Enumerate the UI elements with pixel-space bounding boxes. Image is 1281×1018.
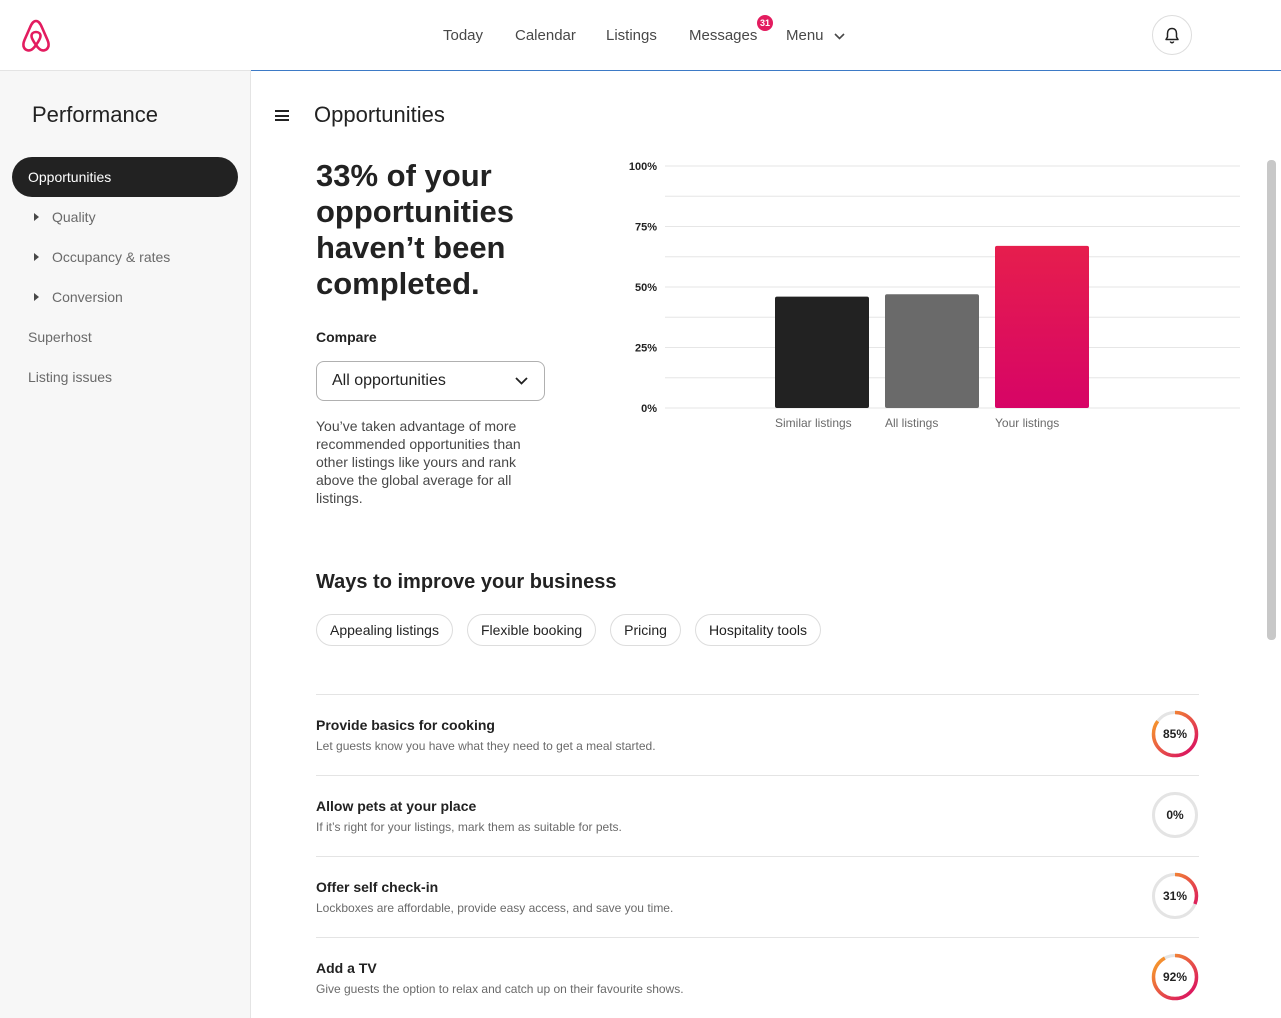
opportunity-subtitle: Lockboxes are affordable, provide easy a… [316,901,674,915]
hamburger-menu-icon[interactable] [275,110,289,121]
progress-ring-fill [1151,872,1199,920]
chip-appealing-listings[interactable]: Appealing listings [316,614,453,646]
bell-icon [1165,27,1179,44]
nav-today[interactable]: Today [443,27,484,44]
progress-percent: 85% [1162,727,1188,741]
y-tick-label: 25% [635,343,657,355]
sidebar-item-listing-issues[interactable]: Listing issues [28,369,113,385]
section-title: Ways to improve your business [316,571,617,593]
nav-calendar[interactable]: Calendar [515,27,576,44]
x-tick-label: All listings [885,416,938,430]
progress-percent: 0% [1166,808,1184,822]
content-top-border [251,70,1281,71]
nav-listings[interactable]: Listings [606,27,657,44]
compare-select-value: All opportunities [332,372,446,389]
bar-similar-listings [775,296,869,408]
chart-svg: 0% 25% 50% 75% 100% Similar listings All listi… [629,161,1240,430]
nav-menu[interactable]: Menu [786,27,845,44]
nav-messages[interactable]: Messages [689,27,758,44]
x-tick-label: Similar listings [775,416,852,430]
progress-ring [1152,792,1198,838]
chevron-down-icon [834,32,845,40]
progress-ring [1151,872,1199,920]
list-item[interactable]: Offer self check-in Lockboxes are afford… [316,856,1199,937]
caret-right-icon [34,293,39,301]
opportunity-subtitle: If it’s right for your listings, mark th… [316,820,622,834]
y-tick-label: 50% [635,282,657,294]
progress-ring [1151,953,1199,1001]
sidebar-title: Performance [32,102,158,127]
caret-right-icon [34,213,39,221]
list-item[interactable]: Allow pets at your place If it’s right f… [316,775,1199,856]
sidebar: Performance Opportunities Quality Occupa… [0,71,251,1018]
chip-flexible-booking[interactable]: Flexible booking [466,614,597,646]
y-tick-label: 0% [641,403,657,415]
sidebar-item-superhost[interactable]: Superhost [28,329,92,345]
opportunity-title: Add a TV [316,960,377,976]
progress-ring [1151,710,1199,758]
opportunities-headline: 33% of your opportunities haven’t been c… [316,158,515,301]
list-item[interactable]: Add a TV Give guests the option to relax… [316,937,1199,1018]
comparison-description: You’ve taken advantage of more recommend… [316,418,521,506]
progress-ring-fill [1151,710,1199,758]
chip-pricing[interactable]: Pricing [610,614,681,646]
progress-ring-fill [1151,953,1199,1001]
compare-select[interactable]: All opportunities [316,361,545,401]
sidebar-item-quality[interactable]: Quality [52,209,96,225]
progress-percent: 92% [1162,970,1188,984]
filter-chips: Appealing listings Flexible booking Pric… [316,614,821,646]
sidebar-item-opportunities[interactable]: Opportunities [12,157,238,197]
y-tick-label: 75% [635,222,657,234]
sidebar-item-occupancy-rates[interactable]: Occupancy & rates [52,249,171,265]
notifications-button[interactable] [1152,15,1192,55]
scrollbar[interactable] [1267,160,1276,640]
chevron-down-icon [515,377,528,385]
caret-right-icon [34,253,39,261]
compare-label: Compare [316,329,377,345]
page-title: Opportunities [314,102,445,127]
messages-badge: 31 [757,15,773,31]
list-item[interactable]: Provide basics for cooking Let guests kn… [316,694,1199,775]
opportunity-title: Provide basics for cooking [316,717,495,733]
bar-all-listings [885,294,979,408]
opportunity-title: Offer self check-in [316,879,439,895]
top-navigation-bar: Today Calendar Listings Messages 31 Menu [0,0,1281,71]
chip-hospitality-tools[interactable]: Hospitality tools [694,614,821,646]
x-tick-label: Your listings [995,416,1059,430]
opportunity-list: Provide basics for cooking Let guests kn… [316,694,1199,1018]
airbnb-logo-icon[interactable] [20,18,52,54]
y-tick-label: 100% [629,161,657,173]
opportunity-title: Allow pets at your place [316,798,477,814]
bar-your-listings [995,245,1089,408]
progress-ring-track [1152,792,1198,838]
opportunity-subtitle: Let guests know you have what they need … [316,739,656,753]
nav-menu-label: Menu [786,27,824,44]
progress-percent: 31% [1162,889,1188,903]
opportunity-subtitle: Give guests the option to relax and catc… [316,982,684,996]
opportunities-bar-chart: 0% 25% 50% 75% 100% Similar listings All listi… [620,150,1260,450]
sidebar-item-conversion[interactable]: Conversion [52,289,123,305]
